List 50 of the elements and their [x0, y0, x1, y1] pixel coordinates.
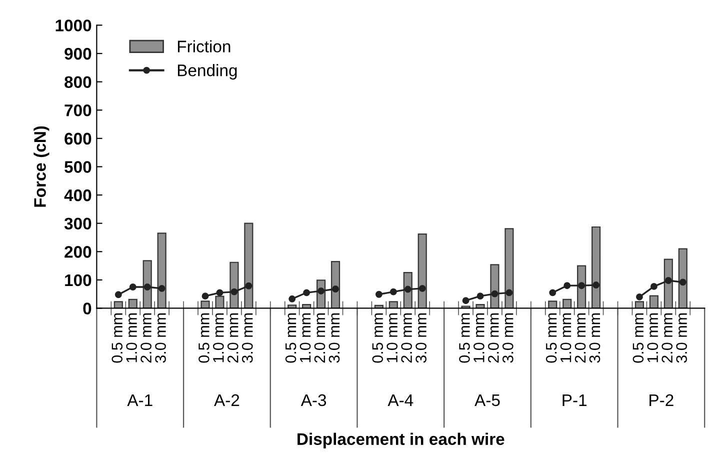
text: A-4	[388, 394, 414, 406]
text: A-5	[474, 394, 500, 406]
y-tick-label: 1000	[56, 20, 92, 32]
y-tick-label: 100	[65, 274, 92, 286]
x-axis-title: Displacement in each wire	[298, 432, 504, 448]
x-tick-label: 0.5 mm	[459, 313, 470, 363]
y-axis-title: Force (cN)	[34, 126, 50, 207]
y-tick-label: 0	[83, 302, 92, 314]
y-tick-label: 800	[64, 76, 92, 88]
x-tick-label: 1.0 mm	[474, 313, 484, 362]
x-tick-label: 3.0 mm	[589, 313, 600, 363]
x-tick-label: 0.5 mm	[546, 313, 557, 363]
x-tick-label: 1.0 mm	[300, 313, 311, 362]
x-tick-label: 2.0 mm	[662, 313, 673, 363]
x-tick-label: 0.5 mm	[285, 313, 296, 363]
y-tick-label: 500	[64, 161, 92, 173]
text: A-1	[127, 394, 152, 406]
x-tick-label: 1.0 mm	[213, 313, 224, 362]
x-tick-label: 3.0 mm	[676, 313, 687, 363]
y-tick-label: 400	[64, 189, 92, 202]
x-tick-label: 0.5 mm	[372, 313, 384, 363]
x-tick-label: 0.5 mm	[198, 313, 210, 363]
x-tick-label: 2.0 mm	[574, 313, 586, 363]
x-tick-label: 0.5 mm	[112, 313, 123, 363]
legend-label: Friction	[178, 40, 230, 52]
x-tick-label: 2.0 mm	[227, 313, 238, 363]
y-tick-label: 900	[64, 48, 92, 60]
legend-label: Bending	[178, 64, 237, 80]
x-tick-label: 1.0 mm	[386, 313, 398, 362]
x-tick-label: 3.0 mm	[242, 313, 253, 363]
text: A-2	[214, 394, 240, 406]
x-tick-label: 2.0 mm	[140, 313, 152, 363]
y-tick-label: 700	[64, 104, 92, 116]
x-tick-label: 3.0 mm	[502, 313, 514, 363]
x-tick-label: 2.0 mm	[314, 313, 326, 363]
x-tick-label: 3.0 mm	[155, 313, 166, 363]
y-tick-label: 200	[64, 246, 92, 258]
text: A-3	[300, 394, 326, 406]
y-tick-label: 600	[64, 132, 92, 145]
x-tick-label: 1.0 mm	[560, 313, 572, 362]
x-tick-label: 2.0 mm	[401, 313, 412, 363]
x-tick-label: 2.0 mm	[488, 313, 499, 363]
y-tick-label: 300	[64, 218, 92, 230]
x-tick-label: 3.0 mm	[416, 313, 426, 363]
text: P-2	[650, 394, 674, 406]
x-tick-label: 1.0 mm	[126, 313, 137, 362]
x-tick-label: 3.0 mm	[328, 313, 340, 363]
x-tick-label: 1.0 mm	[647, 313, 658, 362]
x-tick-label: 0.5 mm	[632, 313, 644, 363]
text: P-1	[562, 394, 586, 406]
